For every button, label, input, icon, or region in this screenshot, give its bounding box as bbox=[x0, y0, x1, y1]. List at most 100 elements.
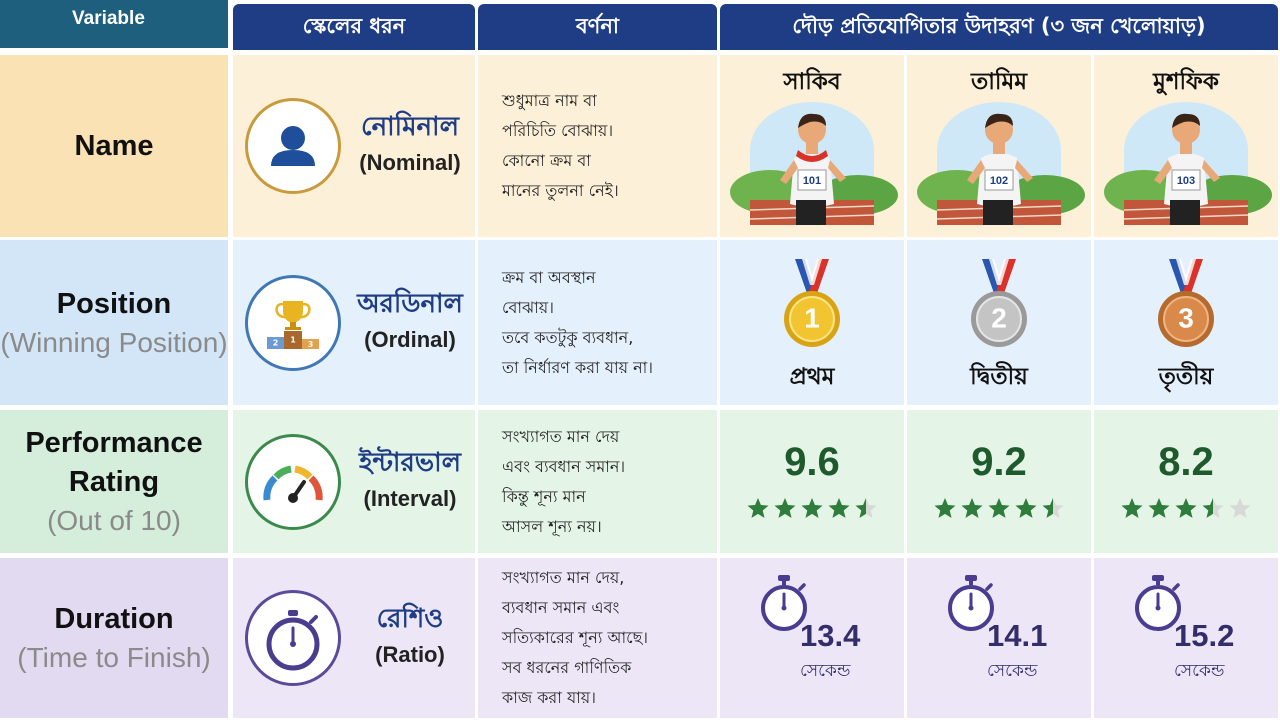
star-filled bbox=[747, 498, 768, 518]
icon-part bbox=[1170, 200, 1200, 225]
example-cell: 9.2 bbox=[907, 410, 1091, 553]
time-unit: সেকেন্ড bbox=[1174, 661, 1225, 681]
scale-icon bbox=[245, 590, 341, 686]
variable-cell: Duration (Time to Finish) bbox=[0, 558, 228, 718]
icon-part bbox=[976, 296, 1022, 342]
icon-part bbox=[271, 150, 315, 166]
description-line: ক্রম বা অবস্থান bbox=[502, 267, 596, 287]
medal: 2 bbox=[971, 259, 1027, 347]
runner-illustration: 102 bbox=[917, 102, 1085, 225]
variable-cell: Name bbox=[0, 55, 228, 237]
icon-part bbox=[989, 259, 1009, 285]
icon-part bbox=[806, 142, 818, 154]
icon-part bbox=[968, 605, 974, 611]
icon-part bbox=[798, 113, 826, 128]
scale-cell: ইন্টারভাল (Interval) bbox=[233, 410, 475, 553]
bib-number: 101 bbox=[803, 175, 821, 187]
variable-cell: Performance Rating (Out of 10) bbox=[0, 410, 228, 553]
example-cell: 13.4 সেকেন্ড bbox=[720, 558, 904, 718]
icon-part bbox=[308, 474, 323, 500]
example-cell: তামিম 102 bbox=[907, 55, 1091, 237]
description-line: বোঝায়। bbox=[502, 297, 554, 317]
podium-number: 3 bbox=[308, 340, 314, 349]
star-filled bbox=[801, 498, 822, 518]
place-label: তৃতীয় bbox=[1158, 364, 1214, 390]
player-name: সাকিব bbox=[783, 69, 841, 95]
description-line: তা নির্ধারণ করা যায় না। bbox=[502, 357, 654, 377]
icon-part bbox=[983, 200, 1013, 225]
description-line: শুধুমাত্র নাম বা bbox=[502, 91, 597, 110]
stopwatch bbox=[1135, 575, 1181, 631]
example-cell: 15.2 সেকেন্ড bbox=[1094, 558, 1278, 718]
scale-english: (Ratio) bbox=[375, 642, 445, 667]
stopwatch bbox=[948, 575, 994, 631]
stopwatch bbox=[761, 575, 807, 631]
variable-note: (Out of 10) bbox=[47, 505, 181, 536]
variable-name: Position bbox=[56, 287, 172, 320]
medal: 1 bbox=[784, 259, 840, 347]
icon-part bbox=[309, 615, 318, 624]
star-filled bbox=[1121, 498, 1142, 518]
icon-part bbox=[778, 575, 790, 581]
icon bbox=[266, 610, 320, 671]
icon-part bbox=[796, 150, 828, 162]
rating-stars bbox=[1121, 498, 1250, 518]
icon-part bbox=[284, 330, 302, 349]
icon: 2 1 3 bbox=[267, 300, 319, 349]
icon-part bbox=[273, 465, 292, 480]
scale-cell: রেশিও (Ratio) bbox=[233, 558, 475, 718]
scale-english: (Interval) bbox=[363, 485, 457, 511]
icon-part bbox=[1152, 575, 1164, 581]
rating-stars bbox=[747, 498, 876, 518]
icon-part bbox=[802, 259, 822, 285]
scale-name: নোমিনাল bbox=[361, 112, 459, 142]
star-filled bbox=[988, 498, 1009, 518]
star-filled bbox=[855, 498, 866, 518]
star-filled bbox=[1175, 498, 1196, 518]
column-header: দৌড় প্রতিযোগিতার উদাহরণ (৩ জন খেলোয়াড়… bbox=[720, 4, 1278, 50]
stars bbox=[747, 498, 876, 518]
icon-part bbox=[965, 575, 977, 581]
star-filled bbox=[1042, 498, 1053, 518]
icon bbox=[263, 465, 323, 503]
icon-part bbox=[1154, 160, 1220, 184]
icon-part bbox=[290, 641, 296, 647]
medal-number: 3 bbox=[1178, 302, 1194, 333]
medal: 3 bbox=[1158, 259, 1214, 347]
description-cell: সংখ্যাগত মান দেয়, ব্যবধান সমান এবং সত্যিক… bbox=[478, 558, 717, 718]
example-cell: সাকিব 101 bbox=[720, 55, 904, 237]
icon-part bbox=[984, 169, 1014, 191]
variable-cell: Position (Winning Position) bbox=[0, 240, 228, 405]
icon-part bbox=[796, 200, 826, 225]
icon-part bbox=[967, 160, 1033, 184]
variable-name: Performance Rating bbox=[25, 427, 203, 498]
scale-cell: 2 1 3 অরডিনাল (Ordinal) bbox=[233, 240, 475, 405]
star-filled bbox=[774, 498, 795, 518]
description-line: ব্যবধান সমান এবং bbox=[502, 598, 620, 617]
icon-part bbox=[275, 302, 311, 318]
icon-part bbox=[781, 605, 787, 611]
rating-value: 9.2 bbox=[971, 440, 1027, 484]
podium-number: 2 bbox=[273, 338, 279, 347]
variable-header: Variable bbox=[0, 0, 228, 48]
column-header: স্কেলের ধরন bbox=[233, 4, 475, 50]
description-line: কাজ করা যায়। bbox=[502, 688, 596, 707]
icon-part bbox=[281, 126, 305, 150]
star-filled bbox=[1202, 498, 1213, 518]
icon-part bbox=[985, 583, 993, 591]
runner-illustration: 101 bbox=[730, 102, 898, 225]
scale-english: (Ordinal) bbox=[364, 326, 456, 352]
description-line: কিন্তু শূন্য মান bbox=[502, 486, 586, 506]
icon-part bbox=[1180, 142, 1192, 154]
icon-part bbox=[285, 326, 301, 330]
star-filled bbox=[934, 498, 955, 518]
icon-part bbox=[994, 259, 1016, 299]
description-cell: সংখ্যাগত মান দেয় এবং ব্যবধান সমান। কিন্তু… bbox=[478, 410, 717, 553]
example-cell: 3 তৃতীয় bbox=[1094, 240, 1278, 405]
icon-part bbox=[1155, 605, 1161, 611]
example-cell: 8.2 bbox=[1094, 410, 1278, 553]
icon-part bbox=[993, 142, 1005, 154]
icon-part bbox=[1172, 113, 1200, 128]
podium-number: 1 bbox=[290, 335, 296, 344]
